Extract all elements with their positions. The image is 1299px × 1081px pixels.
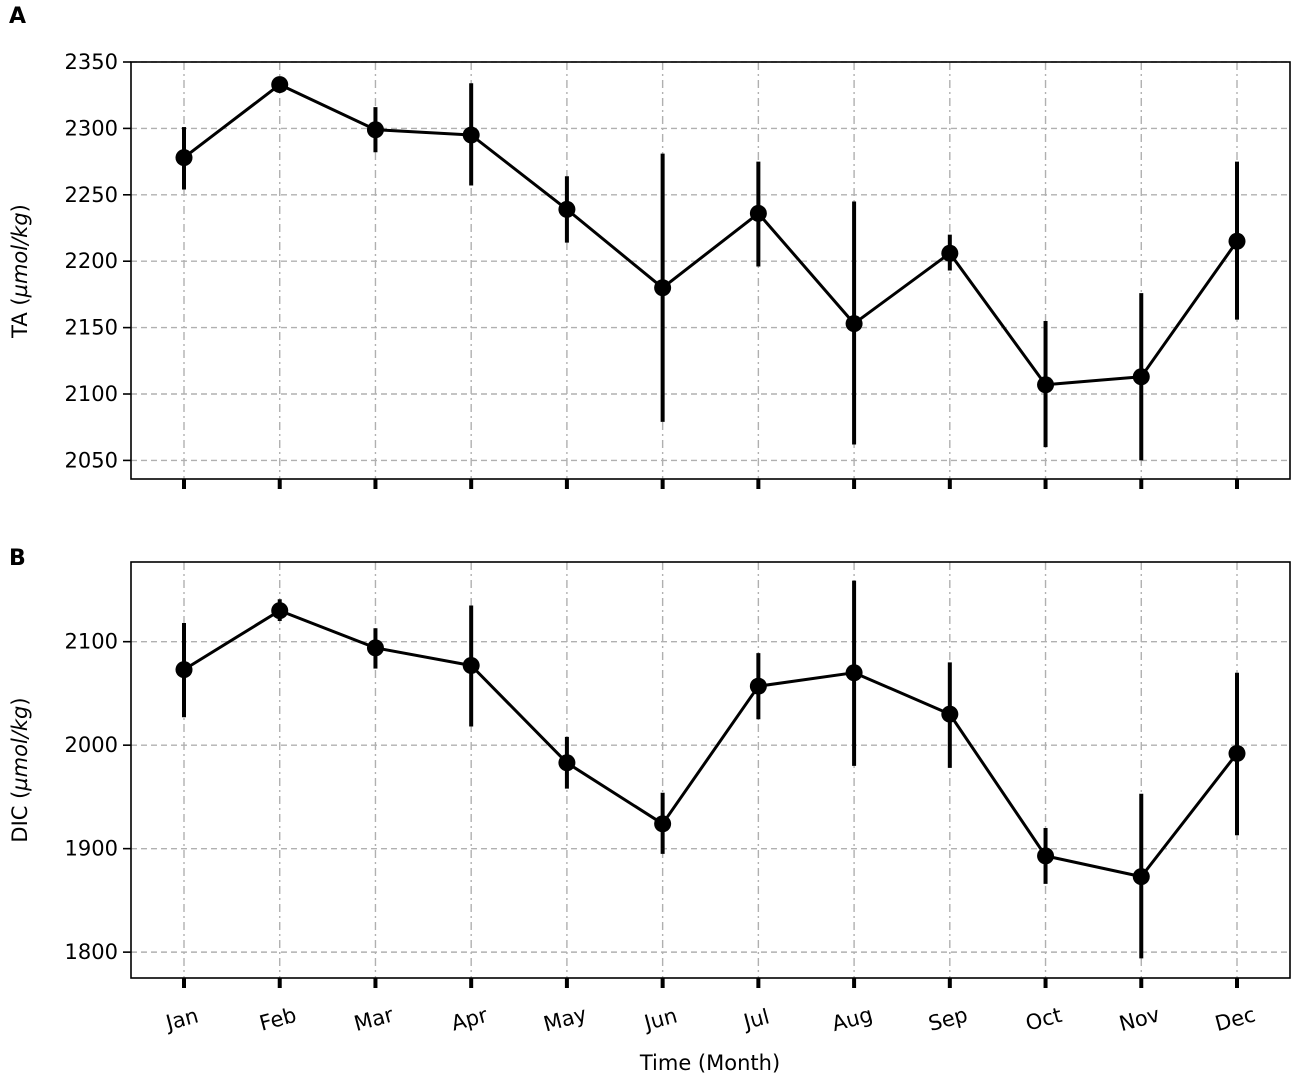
panel-b-ytick-label-2100: 2100 [65, 630, 118, 654]
panel-b-point-may [558, 754, 576, 772]
panel-b-point-nov [1132, 868, 1150, 886]
panel-b-xtick-label-aug: Aug [829, 1002, 875, 1036]
panel-a-point-dec [1228, 232, 1246, 250]
panel-a-point-apr [462, 126, 480, 144]
panel-a-ytick-label-2250: 2250 [65, 183, 118, 207]
panel-b-xtick-label-may: May [541, 1002, 589, 1036]
panel-b: B DIC (µmol/kg) Time (Month) 1800 1900 200… [8, 546, 1291, 1075]
panel-b-ytick-label-1800: 1800 [65, 940, 118, 964]
panel-b-xtick-label-dec: Dec [1212, 1002, 1257, 1036]
panel-b-series-line [183, 609, 1239, 879]
panel-b-ytick-label-1900: 1900 [65, 837, 118, 861]
panel-a-point-sep [941, 244, 959, 262]
panel-b-letter: B [9, 546, 26, 571]
panel-a-point-nov [1132, 368, 1150, 386]
panel-b-xtick-label-jul: Jul [739, 1004, 772, 1034]
panel-a-series-line [183, 83, 1239, 387]
panel-a-axes-frame [130, 61, 1291, 480]
panel-b-xtick-label-jan: Jan [162, 1003, 201, 1035]
panel-b-xtick-label-jun: Jun [640, 1003, 680, 1035]
panel-b-point-sep [941, 705, 959, 723]
panel-b-point-aug [845, 664, 863, 682]
panel-a-y-axis-label: TA (µmol/kg) [8, 204, 32, 339]
panel-b-xtick-label-sep: Sep [926, 1003, 970, 1036]
panel-b-point-oct [1037, 847, 1055, 865]
panel-a-ytick-label-2350: 2350 [65, 50, 118, 74]
panel-a-point-mar [366, 121, 384, 139]
panel-a-point-feb [271, 76, 289, 94]
panel-b-point-jan [175, 661, 193, 679]
panel-a-point-aug [845, 315, 863, 333]
panel-b-point-mar [366, 639, 384, 657]
panel-a-point-jul [749, 204, 767, 222]
panel-a-ytick-label-2100: 2100 [65, 382, 118, 406]
panel-a-point-oct [1037, 376, 1055, 394]
panel-b-xtick-label-mar: Mar [351, 1002, 396, 1036]
panel-b-point-dec [1228, 744, 1246, 762]
panel-a-ytick-label-2050: 2050 [65, 448, 118, 472]
panel-b-axes-frame [130, 561, 1291, 979]
panel-a-ytick-label-2300: 2300 [65, 116, 118, 140]
x-axis-label: Time (Month) [639, 1051, 780, 1075]
panel-b-ytick-label-2000: 2000 [65, 733, 118, 757]
panel-a-point-may [558, 200, 576, 218]
panel-b-xtick-label-feb: Feb [257, 1003, 299, 1036]
panel-b-point-jun [654, 815, 672, 833]
panel-a-letter: A [9, 4, 26, 29]
panel-b-xtick-label-apr: Apr [449, 1003, 491, 1036]
panel-b-point-apr [462, 656, 480, 674]
panel-b-xtick-label-nov: Nov [1117, 1002, 1163, 1036]
panel-a-ytick-label-2150: 2150 [65, 316, 118, 340]
panel-a-point-jun [654, 279, 672, 297]
panel-a-ytick-label-2200: 2200 [65, 249, 118, 273]
panel-b-y-axis-label: DIC (µmol/kg) [8, 697, 32, 842]
panel-b-point-jul [749, 677, 767, 695]
panel-b-xtick-label-oct: Oct [1023, 1003, 1064, 1036]
panel-a-point-jan [175, 149, 193, 167]
panel-b-point-feb [271, 602, 289, 620]
panel-a: A TA (µmol/kg) 2050 2100 2150 2200 2250 2300 2… [8, 4, 1291, 489]
